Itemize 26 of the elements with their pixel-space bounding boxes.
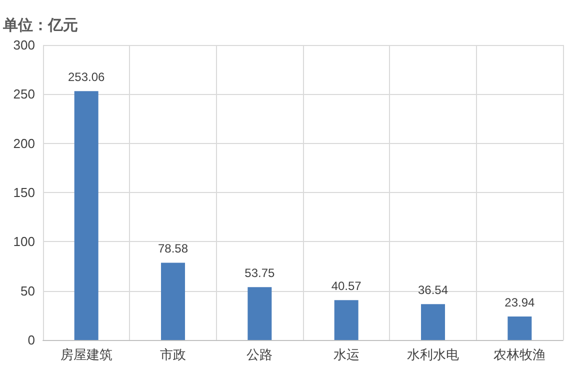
bar [508,316,532,340]
x-tick-label: 农林牧渔 [494,347,546,362]
data-label: 78.58 [158,242,188,256]
bar [248,287,272,340]
data-label: 253.06 [68,70,106,84]
data-label: 36.54 [418,283,448,298]
bar [334,300,358,340]
y-tick-label: 0 [28,332,35,348]
x-tick-label: 水运 [333,347,360,362]
y-tick-label: 200 [13,136,35,151]
data-label: 53.75 [244,266,276,280]
x-tick-label: 房屋建筑 [60,347,112,362]
y-tick-label: 100 [13,234,35,250]
y-tick-label: 150 [13,185,35,200]
y-tick-label: 50 [20,283,35,298]
y-tick-label: 250 [13,86,35,102]
y-axis-title: 单位：亿元 [2,17,78,34]
data-label: 23.94 [504,295,536,310]
bar [161,262,185,340]
x-tick-label: 市政 [160,347,186,362]
x-tick-label: 水利水电 [407,347,459,362]
bar [421,304,445,340]
data-label: 40.57 [331,279,362,294]
y-tick-label: 300 [13,38,35,52]
x-tick-label: 公路 [246,347,273,362]
bar [74,91,98,340]
